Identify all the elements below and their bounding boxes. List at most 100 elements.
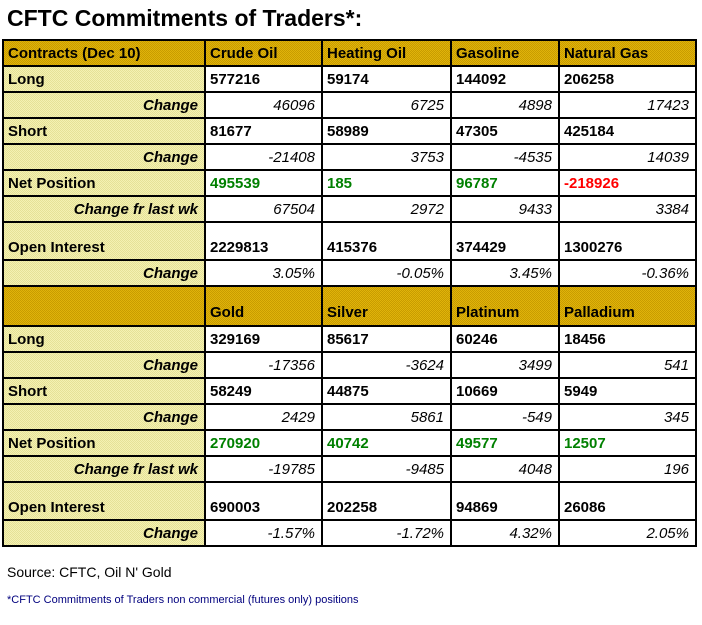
- value-cell: 2972: [321, 195, 452, 223]
- table-row: Net Position 270920 40742 49577 12507: [2, 429, 697, 457]
- value-cell: 60246: [450, 325, 560, 353]
- value-cell: 85617: [321, 325, 452, 353]
- value-cell: 4.32%: [450, 519, 560, 547]
- value-cell: -218926: [558, 169, 697, 197]
- value-cell: 495539: [204, 169, 323, 197]
- value-cell: 9433: [450, 195, 560, 223]
- source-text: Source: CFTC, Oil N' Gold: [7, 564, 172, 580]
- value-cell: 67504: [204, 195, 323, 223]
- value-cell: 17423: [558, 91, 697, 119]
- value-cell: 196: [558, 455, 697, 483]
- row-label: Change: [2, 259, 206, 287]
- value-cell: 690003: [204, 481, 323, 521]
- value-cell: 3.05%: [204, 259, 323, 287]
- value-cell: 2429: [204, 403, 323, 431]
- value-cell: 185: [321, 169, 452, 197]
- cot-table-body: Contracts (Dec 10) Crude Oil Heating Oil Ga…: [2, 39, 697, 547]
- table-row: Long 329169 85617 60246 18456: [2, 325, 697, 353]
- value-cell: -17356: [204, 351, 323, 379]
- value-cell: -19785: [204, 455, 323, 483]
- value-cell: 49577: [450, 429, 560, 457]
- row-label: Short: [2, 117, 206, 145]
- value-cell: 59174: [321, 65, 452, 93]
- value-cell: 6725: [321, 91, 452, 119]
- row-label: Change: [2, 143, 206, 171]
- value-cell: -1.57%: [204, 519, 323, 547]
- footnote-text: *CFTC Commitments of Traders non commerc…: [7, 594, 359, 606]
- value-cell: 4898: [450, 91, 560, 119]
- value-cell: 58249: [204, 377, 323, 405]
- table-row: Open Interest 2229813 415376 374429 1300276: [2, 221, 697, 261]
- value-cell: 10669: [450, 377, 560, 405]
- table-row: Change 2429 5861 -549 345: [2, 403, 697, 431]
- column-header: Gasoline: [450, 39, 560, 67]
- value-cell: 3.45%: [450, 259, 560, 287]
- value-cell: 12507: [558, 429, 697, 457]
- row-label: Change fr last wk: [2, 195, 206, 223]
- page-title: CFTC Commitments of Traders*:: [7, 5, 363, 31]
- value-cell: 1300276: [558, 221, 697, 261]
- section-header-row: Contracts (Dec 10) Crude Oil Heating Oil Ga…: [2, 39, 697, 67]
- value-cell: 425184: [558, 117, 697, 145]
- value-cell: 18456: [558, 325, 697, 353]
- value-cell: 3384: [558, 195, 697, 223]
- row-label: Open Interest: [2, 481, 206, 521]
- value-cell: 96787: [450, 169, 560, 197]
- table-row: Change 46096 6725 4898 17423: [2, 91, 697, 119]
- value-cell: 329169: [204, 325, 323, 353]
- value-cell: 44875: [321, 377, 452, 405]
- value-cell: 47305: [450, 117, 560, 145]
- value-cell: 58989: [321, 117, 452, 145]
- column-header: Gold: [204, 285, 323, 327]
- row-label: Net Position: [2, 429, 206, 457]
- value-cell: 94869: [450, 481, 560, 521]
- value-cell: 577216: [204, 65, 323, 93]
- value-cell: -4535: [450, 143, 560, 171]
- table-row: Change fr last wk -19785 -9485 4048 196: [2, 455, 697, 483]
- value-cell: 46096: [204, 91, 323, 119]
- value-cell: -9485: [321, 455, 452, 483]
- value-cell: 26086: [558, 481, 697, 521]
- cot-table: Contracts (Dec 10) Crude Oil Heating Oil Ga…: [2, 39, 697, 547]
- value-cell: -0.36%: [558, 259, 697, 287]
- row-label: Long: [2, 325, 206, 353]
- value-cell: 374429: [450, 221, 560, 261]
- column-header: Platinum: [450, 285, 560, 327]
- row-label: Short: [2, 377, 206, 405]
- value-cell: 40742: [321, 429, 452, 457]
- table-row: Change -17356 -3624 3499 541: [2, 351, 697, 379]
- value-cell: 81677: [204, 117, 323, 145]
- value-cell: 5949: [558, 377, 697, 405]
- row-label: Change fr last wk: [2, 455, 206, 483]
- section-header-row: Gold Silver Platinum Palladium: [2, 285, 697, 327]
- footer: Source: CFTC, Oil N' Gold *CFTC Commitme…: [7, 563, 702, 607]
- value-cell: 270920: [204, 429, 323, 457]
- value-cell: 3753: [321, 143, 452, 171]
- row-label: Net Position: [2, 169, 206, 197]
- value-cell: -549: [450, 403, 560, 431]
- value-cell: 4048: [450, 455, 560, 483]
- table-row: Short 58249 44875 10669 5949: [2, 377, 697, 405]
- column-header: Crude Oil: [204, 39, 323, 67]
- value-cell: -3624: [321, 351, 452, 379]
- column-header: Silver: [321, 285, 452, 327]
- value-cell: 3499: [450, 351, 560, 379]
- value-cell: -1.72%: [321, 519, 452, 547]
- table-row: Long 577216 59174 144092 206258: [2, 65, 697, 93]
- row-label: Change: [2, 403, 206, 431]
- table-row: Open Interest 690003 202258 94869 26086: [2, 481, 697, 521]
- value-cell: -0.05%: [321, 259, 452, 287]
- value-cell: 541: [558, 351, 697, 379]
- table-row: Change -21408 3753 -4535 14039: [2, 143, 697, 171]
- table-row: Change fr last wk 67504 2972 9433 3384: [2, 195, 697, 223]
- row-label: Open Interest: [2, 221, 206, 261]
- column-header: Natural Gas: [558, 39, 697, 67]
- value-cell: 345: [558, 403, 697, 431]
- value-cell: 206258: [558, 65, 697, 93]
- table-row: Change -1.57% -1.72% 4.32% 2.05%: [2, 519, 697, 547]
- table-row: Short 81677 58989 47305 425184: [2, 117, 697, 145]
- value-cell: 202258: [321, 481, 452, 521]
- row-label: Long: [2, 65, 206, 93]
- row-label: Change: [2, 519, 206, 547]
